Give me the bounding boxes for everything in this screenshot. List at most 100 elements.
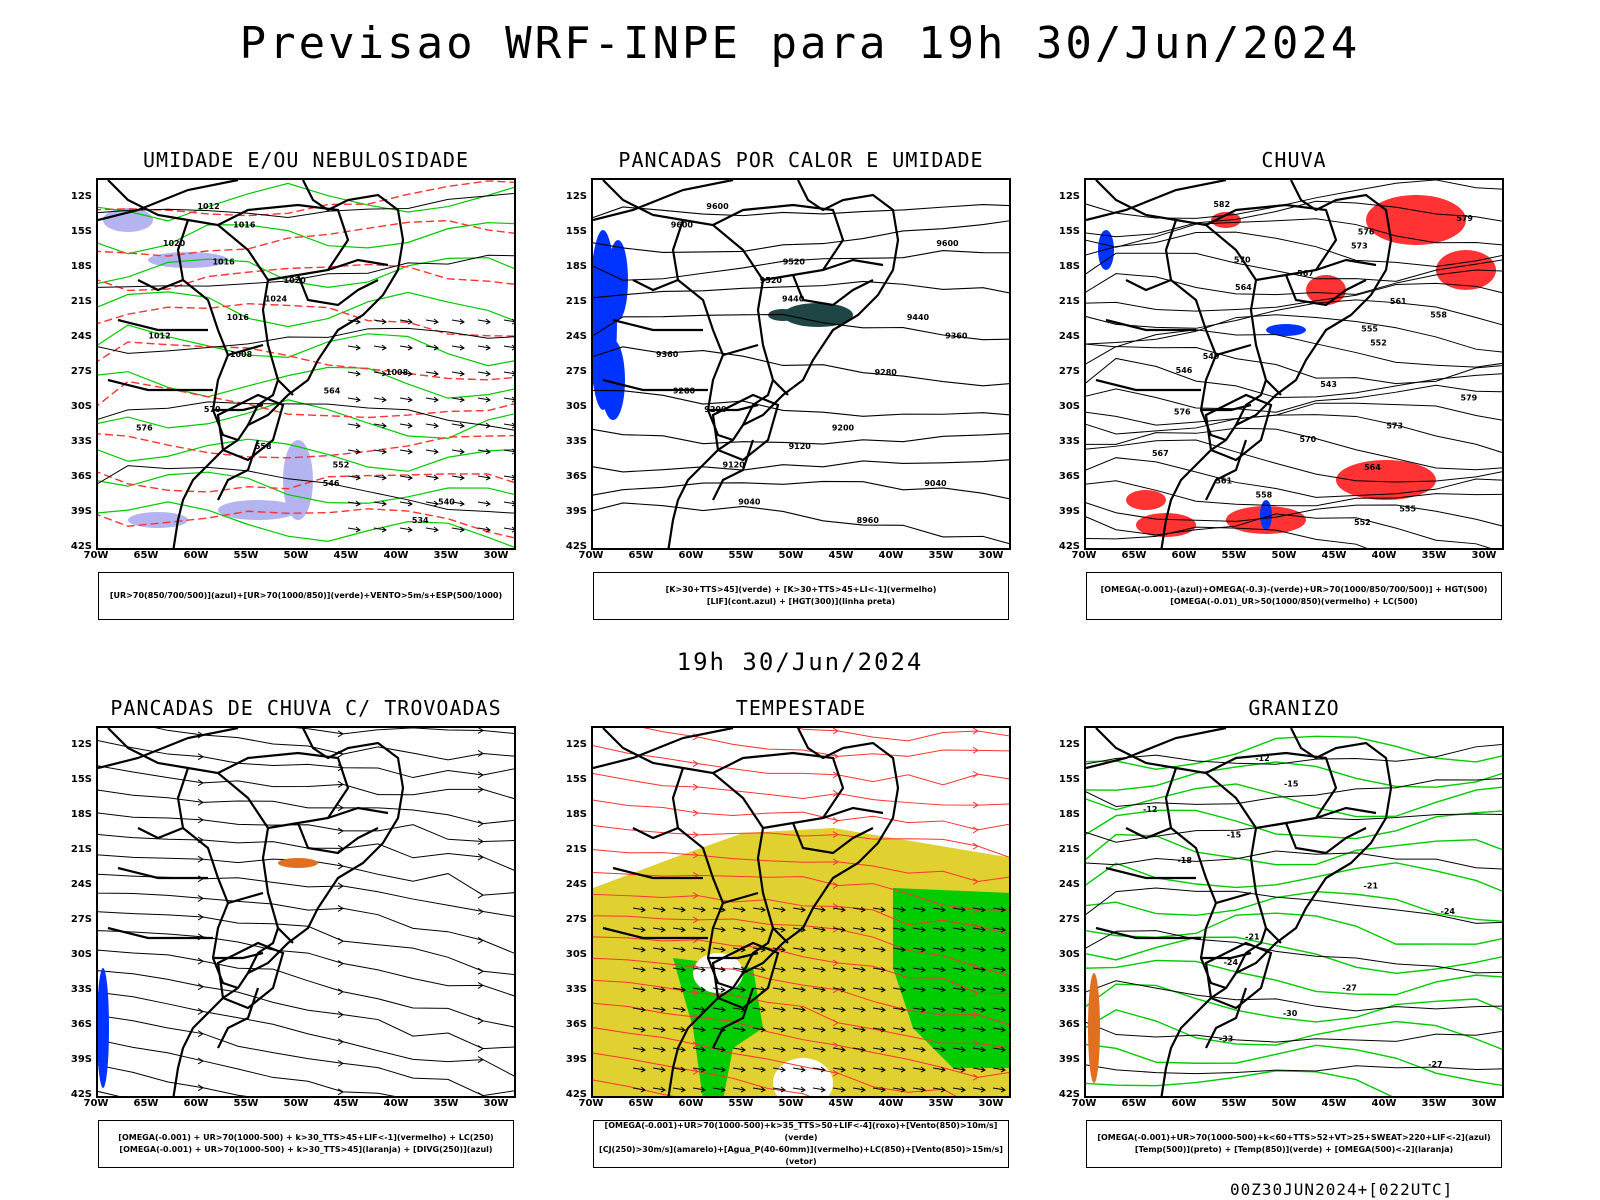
longitude-tick: 70W <box>578 550 604 561</box>
wind-vector <box>912 1066 926 1073</box>
wind-vector <box>892 1006 906 1013</box>
wind-vector <box>652 986 666 993</box>
contour-line <box>1086 252 1502 282</box>
wind-vector <box>892 1046 906 1053</box>
longitude-tick: 60W <box>1171 1098 1197 1109</box>
longitude-tick: 70W <box>578 1098 604 1109</box>
wind-vector <box>952 966 966 973</box>
streamline <box>593 871 1009 911</box>
streamline-arrow <box>337 1011 344 1019</box>
wind-vector <box>373 396 387 403</box>
contour-label: -18 <box>1177 856 1192 865</box>
contour-line <box>98 219 514 257</box>
contour-label: 552 <box>1370 338 1387 347</box>
streamline-arrow <box>477 838 484 845</box>
state-border <box>107 926 213 940</box>
contour-label: 567 <box>1297 269 1314 278</box>
state-border <box>1201 403 1252 412</box>
longitude-tick: 40W <box>1371 550 1397 561</box>
streamline-arrow <box>197 983 204 991</box>
state-border <box>1095 378 1201 392</box>
map-panel: 1012 1016 1020 1016 1020 1024 1016 1012 1008 1008… <box>96 178 516 550</box>
state-border <box>742 379 775 426</box>
wind-vector <box>477 318 491 325</box>
state-border <box>1199 902 1227 990</box>
streamline-arrow <box>832 831 839 839</box>
contour-line <box>98 222 514 255</box>
latitude-tick: 18S <box>565 261 587 272</box>
streamline-arrow <box>337 1038 344 1046</box>
wind-vector <box>852 986 866 993</box>
wind-vector <box>812 1006 826 1013</box>
streamline <box>593 1002 1009 1078</box>
state-border <box>1315 806 1377 820</box>
state-border <box>217 751 350 830</box>
latitude-tick: 21S <box>1058 296 1080 307</box>
state-border <box>1204 393 1273 462</box>
state-border <box>822 806 884 820</box>
wind-vector <box>672 986 686 993</box>
clear-area <box>693 953 743 993</box>
state-border <box>296 274 379 307</box>
longitude-tick: 50W <box>1271 1098 1297 1109</box>
streamline-arrow <box>972 746 979 754</box>
wind-vector <box>852 946 866 953</box>
wind-vector <box>425 448 439 455</box>
latitude-tick: 42S <box>1058 1089 1080 1100</box>
panel-title: TEMPESTADE <box>735 696 867 720</box>
state-border <box>602 180 789 396</box>
contour-label: -21 <box>1364 881 1379 890</box>
streamline-arrow <box>477 853 484 861</box>
wind-vector <box>451 396 465 403</box>
wind-vector <box>399 526 413 533</box>
streamline-arrow <box>337 827 344 835</box>
wind-vector <box>992 1006 1006 1013</box>
streamline-arrow <box>692 916 699 924</box>
streamline-arrow <box>972 770 979 778</box>
streamline-arrow <box>692 963 699 971</box>
streamline <box>98 1014 514 1096</box>
latitude-tick: 12S <box>565 739 587 750</box>
wind-vector <box>832 926 846 933</box>
streamline-arrow <box>197 1008 204 1015</box>
rain-shading <box>1336 460 1436 500</box>
panel-title: GRANIZO <box>1248 696 1340 720</box>
wind-vector <box>932 1006 946 1013</box>
state-border <box>211 354 239 442</box>
wind-vector <box>712 1086 726 1093</box>
wind-vector <box>732 1026 746 1033</box>
wind-vector <box>792 1026 806 1033</box>
wind-vector <box>672 1066 686 1073</box>
streamline-arrow <box>477 891 484 899</box>
contour-line <box>593 250 1009 281</box>
latitude-tick: 21S <box>70 844 92 855</box>
contour-line <box>98 324 514 367</box>
latitude-tick: 27S <box>70 366 92 377</box>
state-border <box>216 941 285 1010</box>
wind-vector <box>852 1066 866 1073</box>
wind-vector <box>772 1086 786 1093</box>
contour-label: 546 <box>323 479 340 488</box>
longitude-tick: 35W <box>928 1098 954 1109</box>
contour-label: -30 <box>1283 1009 1298 1018</box>
latitude-tick: 39S <box>70 1054 92 1065</box>
streamline-arrow <box>692 760 699 768</box>
coastline <box>593 728 900 1096</box>
wind-vector <box>772 906 786 913</box>
state-border <box>791 822 874 855</box>
latitude-tick: 12S <box>70 191 92 202</box>
wind-vector <box>752 906 766 913</box>
wind-vector <box>652 1006 666 1013</box>
longitude-tick: 35W <box>1421 550 1447 561</box>
lif-shading <box>601 340 625 420</box>
wind-vector <box>425 526 439 533</box>
contour-label: -15 <box>1284 779 1299 788</box>
longitude-tick: 40W <box>878 1098 904 1109</box>
contour-line <box>1086 357 1502 398</box>
wind-vector <box>399 474 413 481</box>
state-border <box>1125 278 1172 292</box>
wind-vector <box>812 966 826 973</box>
wind-vector <box>752 966 766 973</box>
wind-vector <box>399 370 413 377</box>
contour-label: 1020 <box>284 276 307 285</box>
